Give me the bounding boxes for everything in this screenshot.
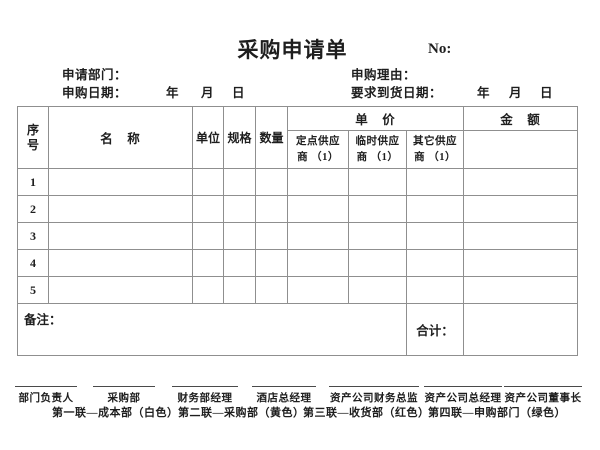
col-header-temp-supplier: 临时供应 商 （1）	[348, 130, 407, 169]
signature-asset-gm: 资产公司总经理	[424, 386, 502, 405]
row-number: 5	[17, 276, 49, 304]
empty-cell	[348, 168, 407, 196]
empty-cell	[192, 168, 224, 196]
empty-cell	[405, 276, 465, 304]
signature-hotel-gm: 酒店总经理	[252, 386, 316, 405]
form-number-label: No:	[428, 41, 452, 57]
required-date-label: 要求到货日期：	[351, 86, 443, 100]
row-number: 1	[17, 168, 49, 196]
amount-subcell	[463, 130, 579, 169]
col-header-unit-price: 单 价	[286, 106, 465, 131]
empty-cell	[48, 249, 193, 277]
empty-cell	[255, 249, 288, 277]
empty-cell	[463, 249, 579, 277]
total-label-cell: 合计：	[405, 303, 465, 356]
col-header-name: 名 称	[48, 106, 193, 169]
empty-cell	[192, 276, 224, 304]
signature-dept-head: 部门负责人	[15, 386, 77, 405]
empty-cell	[223, 276, 256, 304]
apply-date-label: 申购日期：	[62, 86, 128, 100]
table-row: 4	[17, 249, 579, 277]
empty-cell	[48, 276, 193, 304]
empty-cell	[192, 222, 224, 250]
required-date-month: 月	[509, 86, 522, 100]
required-date-day: 日	[540, 86, 553, 100]
table-row: 5	[17, 276, 579, 304]
empty-cell	[223, 249, 256, 277]
empty-cell	[463, 168, 579, 196]
form-title: 采购申请单	[237, 39, 348, 62]
apply-dept-label: 申请部门：	[62, 68, 128, 82]
row-number: 2	[17, 195, 49, 223]
empty-cell	[48, 168, 193, 196]
copy-2-purchasing-dept: 第二联—采购部（黄色）	[178, 407, 305, 419]
row-number: 3	[17, 222, 49, 250]
table-row: 2	[17, 195, 579, 223]
empty-cell	[463, 195, 579, 223]
empty-cell	[405, 249, 465, 277]
copy-4-requesting-dept: 第四联—申购部门（绿色）	[428, 407, 566, 419]
copy-1-cost-dept: 第一联—成本部（白色）	[52, 407, 179, 419]
total-value-cell	[463, 303, 579, 356]
col-header-fixed-supplier: 定点供应 商 （1）	[287, 130, 349, 169]
empty-cell	[287, 195, 349, 223]
col-header-unit: 单位	[192, 106, 224, 169]
empty-cell	[255, 168, 288, 196]
table-row: 1	[17, 168, 579, 196]
empty-cell	[48, 222, 193, 250]
empty-cell	[192, 249, 224, 277]
signature-asset-chairman: 资产公司董事长	[504, 386, 582, 405]
col-header-other-supplier: 其它供应 商 （1）	[405, 130, 465, 169]
empty-cell	[223, 222, 256, 250]
empty-cell	[287, 276, 349, 304]
empty-cell	[223, 195, 256, 223]
col-header-qty: 数量	[255, 106, 288, 169]
empty-cell	[405, 168, 465, 196]
empty-cell	[255, 222, 288, 250]
empty-cell	[405, 222, 465, 250]
empty-cell	[348, 195, 407, 223]
empty-cell	[255, 276, 288, 304]
copy-3-receiving-dept: 第三联—收货部（红色）	[303, 407, 430, 419]
col-header-spec: 规格	[223, 106, 256, 169]
empty-cell	[255, 195, 288, 223]
empty-cell	[192, 195, 224, 223]
empty-cell	[223, 168, 256, 196]
reason-label: 申购理由：	[351, 68, 417, 82]
col-header-amount: 金 额	[463, 106, 579, 131]
apply-date-year: 年	[166, 86, 179, 100]
empty-cell	[463, 222, 579, 250]
empty-cell	[463, 276, 579, 304]
apply-date-day: 日	[232, 86, 245, 100]
empty-cell	[348, 222, 407, 250]
empty-cell	[405, 195, 465, 223]
remark-cell: 备注：	[17, 303, 407, 356]
empty-cell	[348, 249, 407, 277]
required-date-year: 年	[477, 86, 490, 100]
empty-cell	[287, 222, 349, 250]
items-table: 序 号 名 称 单位 规格 数量 单 价 金 额 定点供应 商 （1） 临时供应…	[17, 106, 579, 356]
empty-cell	[287, 168, 349, 196]
signature-asset-cfo: 资产公司财务总监	[329, 386, 419, 405]
col-header-seq: 序 号	[17, 106, 49, 169]
apply-date-month: 月	[201, 86, 214, 100]
signature-finance-manager: 财务部经理	[172, 386, 238, 405]
empty-cell	[287, 249, 349, 277]
row-number: 4	[17, 249, 49, 277]
signature-purchasing-dept: 采购部	[93, 386, 155, 405]
empty-cell	[348, 276, 407, 304]
table-row: 3	[17, 222, 579, 250]
empty-cell	[48, 195, 193, 223]
